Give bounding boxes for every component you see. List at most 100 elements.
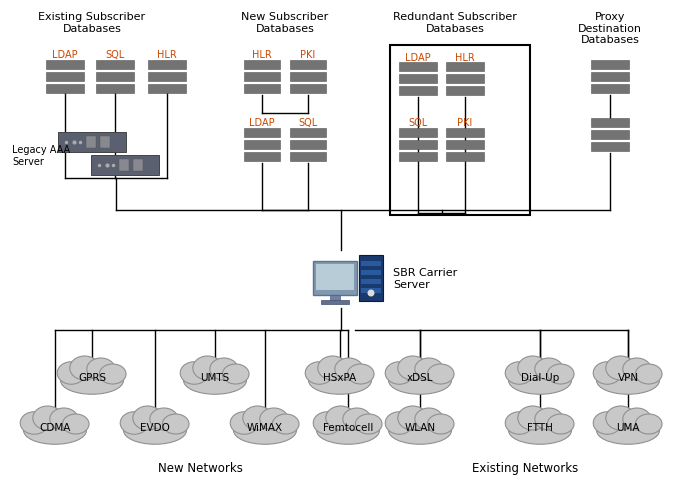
Bar [96, 60, 134, 69]
Ellipse shape [24, 417, 87, 444]
Text: LDAP: LDAP [53, 50, 78, 60]
Ellipse shape [505, 362, 533, 384]
Ellipse shape [606, 406, 636, 430]
Bar [399, 62, 437, 71]
Bar [446, 74, 484, 83]
Bar [591, 72, 629, 81]
Ellipse shape [398, 356, 428, 380]
Text: SQL: SQL [409, 118, 428, 128]
Bar [446, 140, 484, 149]
Bar [446, 62, 484, 71]
Ellipse shape [233, 417, 297, 444]
Bar [244, 84, 280, 93]
Text: VPN: VPN [617, 373, 638, 383]
Bar [591, 118, 629, 127]
Ellipse shape [162, 414, 189, 434]
Text: xDSL: xDSL [406, 373, 433, 383]
Text: Legacy AAA
Server: Legacy AAA Server [12, 145, 70, 166]
Text: Femtocell: Femtocell [323, 423, 373, 433]
Ellipse shape [222, 364, 249, 384]
Ellipse shape [398, 406, 428, 430]
Bar [446, 86, 484, 95]
Bar [119, 159, 129, 171]
Ellipse shape [428, 364, 454, 384]
Bar [148, 60, 186, 69]
Bar [290, 128, 326, 137]
Bar [290, 152, 326, 161]
Ellipse shape [518, 356, 548, 380]
Text: HLR: HLR [455, 53, 475, 63]
Ellipse shape [548, 364, 574, 384]
Text: Redundant Subscriber
Databases: Redundant Subscriber Databases [393, 12, 517, 34]
Bar [58, 132, 126, 152]
Bar [361, 288, 381, 293]
Text: New Subscriber
Databases: New Subscriber Databases [241, 12, 329, 34]
Bar [591, 142, 629, 151]
Ellipse shape [623, 358, 651, 380]
Text: Dial-Up: Dial-Up [521, 373, 559, 383]
Ellipse shape [61, 367, 123, 394]
Ellipse shape [318, 356, 347, 380]
Bar [91, 155, 159, 175]
Bar [290, 140, 326, 149]
Bar [46, 84, 84, 93]
Ellipse shape [335, 358, 363, 380]
Text: UMA: UMA [617, 423, 640, 433]
Bar [244, 128, 280, 137]
Bar [399, 128, 437, 137]
Text: SBR Carrier
Server: SBR Carrier Server [393, 268, 457, 289]
Ellipse shape [385, 362, 413, 384]
Text: Existing Subscriber
Databases: Existing Subscriber Databases [38, 12, 145, 34]
Bar [399, 74, 437, 83]
Bar [313, 261, 357, 295]
Ellipse shape [180, 362, 208, 384]
Bar [591, 130, 629, 139]
Ellipse shape [548, 414, 574, 434]
Text: EVDO: EVDO [140, 423, 170, 433]
Bar [148, 72, 186, 81]
Ellipse shape [306, 362, 333, 384]
Ellipse shape [518, 406, 548, 430]
Ellipse shape [231, 412, 258, 434]
Bar [244, 140, 280, 149]
Ellipse shape [597, 417, 659, 444]
Text: LDAP: LDAP [405, 53, 431, 63]
Text: Proxy
Destination
Databases: Proxy Destination Databases [578, 12, 642, 45]
Bar [133, 159, 143, 171]
Ellipse shape [133, 406, 162, 430]
Bar [446, 152, 484, 161]
Bar [148, 84, 186, 93]
Text: WiMAX: WiMAX [247, 423, 283, 433]
Ellipse shape [120, 412, 149, 434]
Ellipse shape [260, 408, 288, 430]
Bar [361, 270, 381, 275]
Ellipse shape [62, 414, 89, 434]
Text: CDMA: CDMA [40, 423, 71, 433]
Ellipse shape [415, 358, 443, 380]
Bar [96, 84, 134, 93]
Ellipse shape [183, 367, 246, 394]
Ellipse shape [272, 414, 299, 434]
Ellipse shape [385, 412, 413, 434]
Ellipse shape [123, 417, 186, 444]
Ellipse shape [606, 356, 636, 380]
Bar [591, 60, 629, 69]
Bar [244, 72, 280, 81]
Bar [316, 264, 354, 290]
Ellipse shape [593, 412, 621, 434]
Ellipse shape [33, 406, 62, 430]
Bar [100, 136, 110, 148]
Ellipse shape [355, 414, 382, 434]
Text: PKI: PKI [300, 50, 316, 60]
Bar [446, 128, 484, 137]
Bar [399, 86, 437, 95]
Ellipse shape [389, 417, 451, 444]
Text: HSxPA: HSxPA [323, 373, 357, 383]
Bar [330, 295, 340, 300]
Text: FTTH: FTTH [527, 423, 553, 433]
Circle shape [368, 289, 374, 296]
Text: SQL: SQL [106, 50, 125, 60]
Ellipse shape [505, 412, 533, 434]
Bar [86, 136, 96, 148]
Text: New Networks: New Networks [158, 462, 242, 475]
